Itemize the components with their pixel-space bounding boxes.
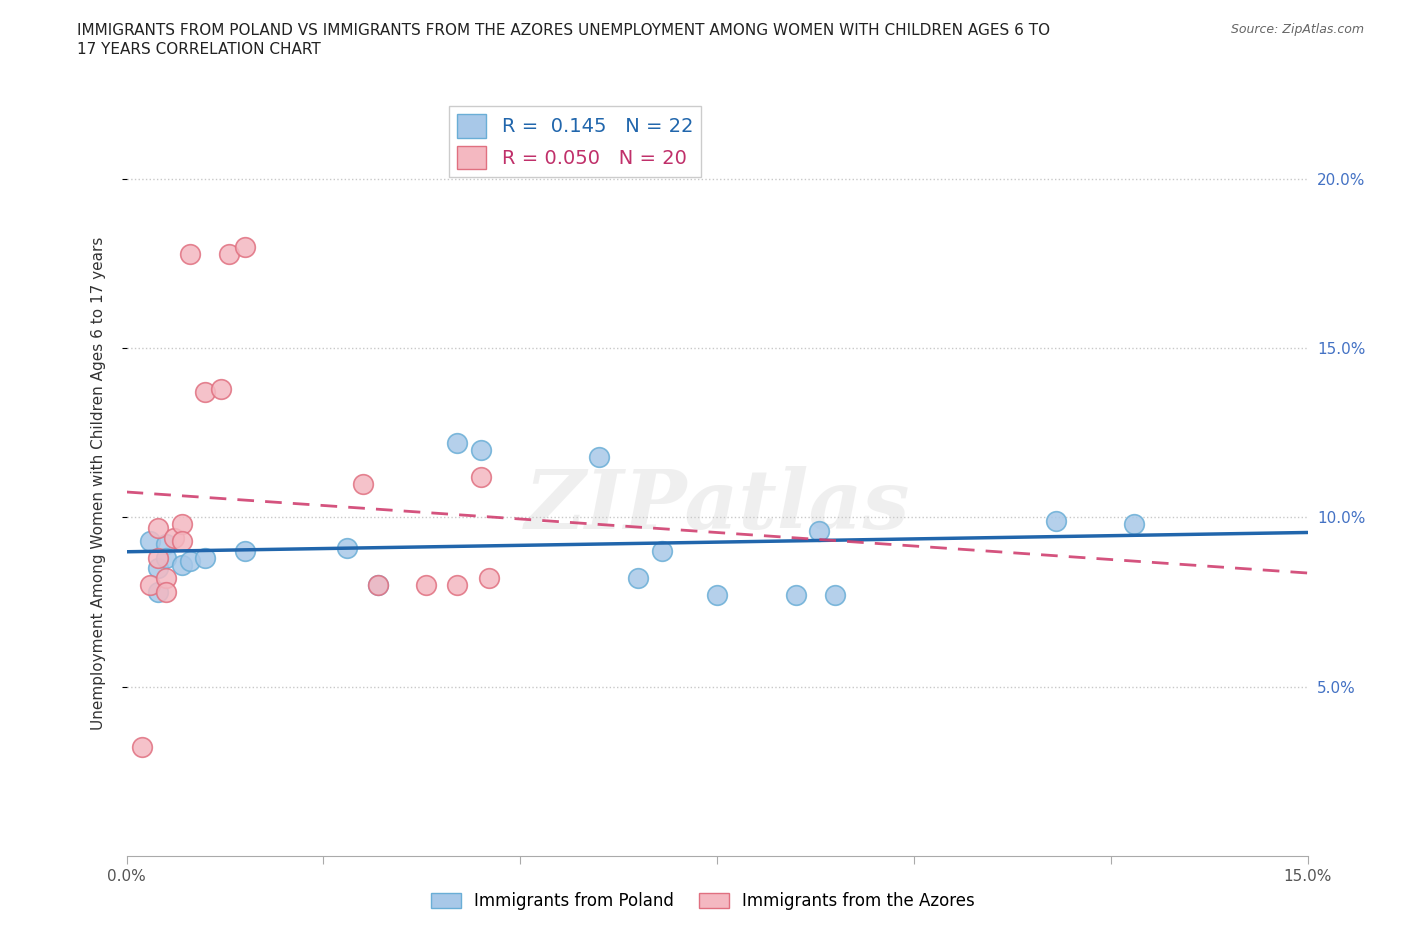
Text: 17 YEARS CORRELATION CHART: 17 YEARS CORRELATION CHART xyxy=(77,42,321,57)
Point xyxy=(367,578,389,592)
Point xyxy=(155,584,177,599)
Point xyxy=(470,470,492,485)
Point xyxy=(651,544,673,559)
Point xyxy=(146,520,169,535)
Text: Source: ZipAtlas.com: Source: ZipAtlas.com xyxy=(1230,23,1364,36)
Point xyxy=(139,578,162,592)
Point xyxy=(627,571,650,586)
Point xyxy=(824,588,846,603)
Point xyxy=(1123,517,1146,532)
Point xyxy=(146,561,169,576)
Point xyxy=(209,381,232,396)
Point xyxy=(352,476,374,491)
Point xyxy=(146,551,169,565)
Point xyxy=(336,540,359,555)
Point xyxy=(785,588,807,603)
Legend: Immigrants from Poland, Immigrants from the Azores: Immigrants from Poland, Immigrants from … xyxy=(425,885,981,917)
Point xyxy=(155,537,177,551)
Y-axis label: Unemployment Among Women with Children Ages 6 to 17 years: Unemployment Among Women with Children A… xyxy=(91,237,105,730)
Point xyxy=(588,449,610,464)
Point xyxy=(179,246,201,261)
Point xyxy=(170,517,193,532)
Text: IMMIGRANTS FROM POLAND VS IMMIGRANTS FROM THE AZORES UNEMPLOYMENT AMONG WOMEN WI: IMMIGRANTS FROM POLAND VS IMMIGRANTS FRO… xyxy=(77,23,1050,38)
Point xyxy=(478,571,501,586)
Point xyxy=(170,534,193,549)
Point xyxy=(146,584,169,599)
Point xyxy=(170,557,193,572)
Point xyxy=(139,534,162,549)
Point xyxy=(218,246,240,261)
Legend: R =  0.145   N = 22, R = 0.050   N = 20: R = 0.145 N = 22, R = 0.050 N = 20 xyxy=(450,106,702,178)
Point xyxy=(1045,513,1067,528)
Point xyxy=(155,571,177,586)
Point xyxy=(415,578,437,592)
Point xyxy=(446,578,468,592)
Point xyxy=(155,551,177,565)
Point xyxy=(706,588,728,603)
Point xyxy=(233,544,256,559)
Point xyxy=(194,551,217,565)
Point xyxy=(367,578,389,592)
Point xyxy=(163,530,186,545)
Point xyxy=(808,524,831,538)
Point xyxy=(233,239,256,254)
Point xyxy=(446,435,468,450)
Point xyxy=(131,740,153,755)
Point xyxy=(194,385,217,400)
Point xyxy=(470,443,492,458)
Text: ZIPatlas: ZIPatlas xyxy=(524,466,910,546)
Point xyxy=(179,554,201,569)
